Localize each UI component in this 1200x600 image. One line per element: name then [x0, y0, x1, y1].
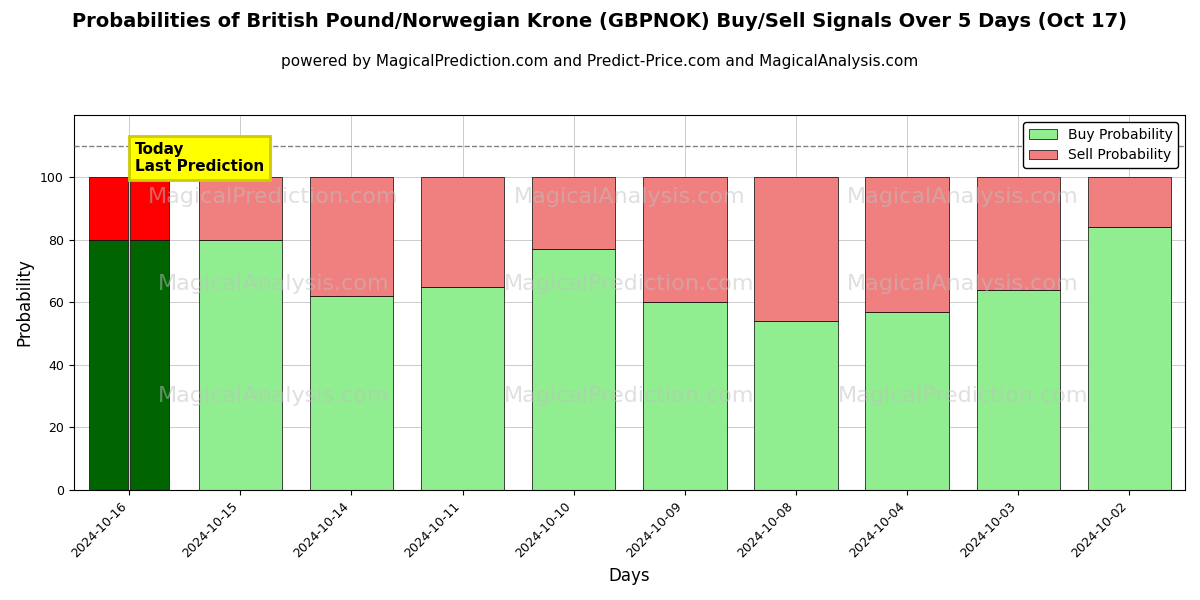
Text: MagicalAnalysis.com: MagicalAnalysis.com — [157, 386, 390, 406]
Bar — [1087, 178, 1171, 227]
Text: MagicalPrediction.com: MagicalPrediction.com — [838, 386, 1088, 406]
Bar — [755, 321, 838, 490]
Bar — [310, 296, 394, 490]
Bar — [977, 178, 1060, 290]
Legend: Buy Probability, Sell Probability: Buy Probability, Sell Probability — [1024, 122, 1178, 168]
Bar — [977, 290, 1060, 490]
Bar — [755, 178, 838, 321]
Bar — [89, 240, 128, 490]
Bar — [421, 178, 504, 287]
Bar — [865, 178, 949, 312]
Bar — [198, 178, 282, 240]
Bar — [198, 240, 282, 490]
Text: MagicalAnalysis.com: MagicalAnalysis.com — [514, 187, 745, 208]
Y-axis label: Probability: Probability — [14, 259, 34, 346]
Bar — [643, 302, 726, 490]
Bar — [421, 287, 504, 490]
Bar — [89, 178, 128, 240]
X-axis label: Days: Days — [608, 567, 650, 585]
Text: MagicalAnalysis.com: MagicalAnalysis.com — [157, 274, 390, 293]
Text: MagicalPrediction.com: MagicalPrediction.com — [504, 386, 755, 406]
Bar — [532, 178, 616, 250]
Text: Today
Last Prediction: Today Last Prediction — [134, 142, 264, 175]
Bar — [643, 178, 726, 302]
Bar — [131, 240, 169, 490]
Bar — [131, 178, 169, 240]
Text: Probabilities of British Pound/Norwegian Krone (GBPNOK) Buy/Sell Signals Over 5 : Probabilities of British Pound/Norwegian… — [72, 12, 1128, 31]
Bar — [310, 178, 394, 296]
Bar — [1087, 227, 1171, 490]
Text: MagicalAnalysis.com: MagicalAnalysis.com — [847, 187, 1079, 208]
Bar — [865, 312, 949, 490]
Text: MagicalPrediction.com: MagicalPrediction.com — [149, 187, 398, 208]
Text: MagicalPrediction.com: MagicalPrediction.com — [504, 274, 755, 293]
Text: powered by MagicalPrediction.com and Predict-Price.com and MagicalAnalysis.com: powered by MagicalPrediction.com and Pre… — [281, 54, 919, 69]
Bar — [532, 250, 616, 490]
Text: MagicalAnalysis.com: MagicalAnalysis.com — [847, 274, 1079, 293]
